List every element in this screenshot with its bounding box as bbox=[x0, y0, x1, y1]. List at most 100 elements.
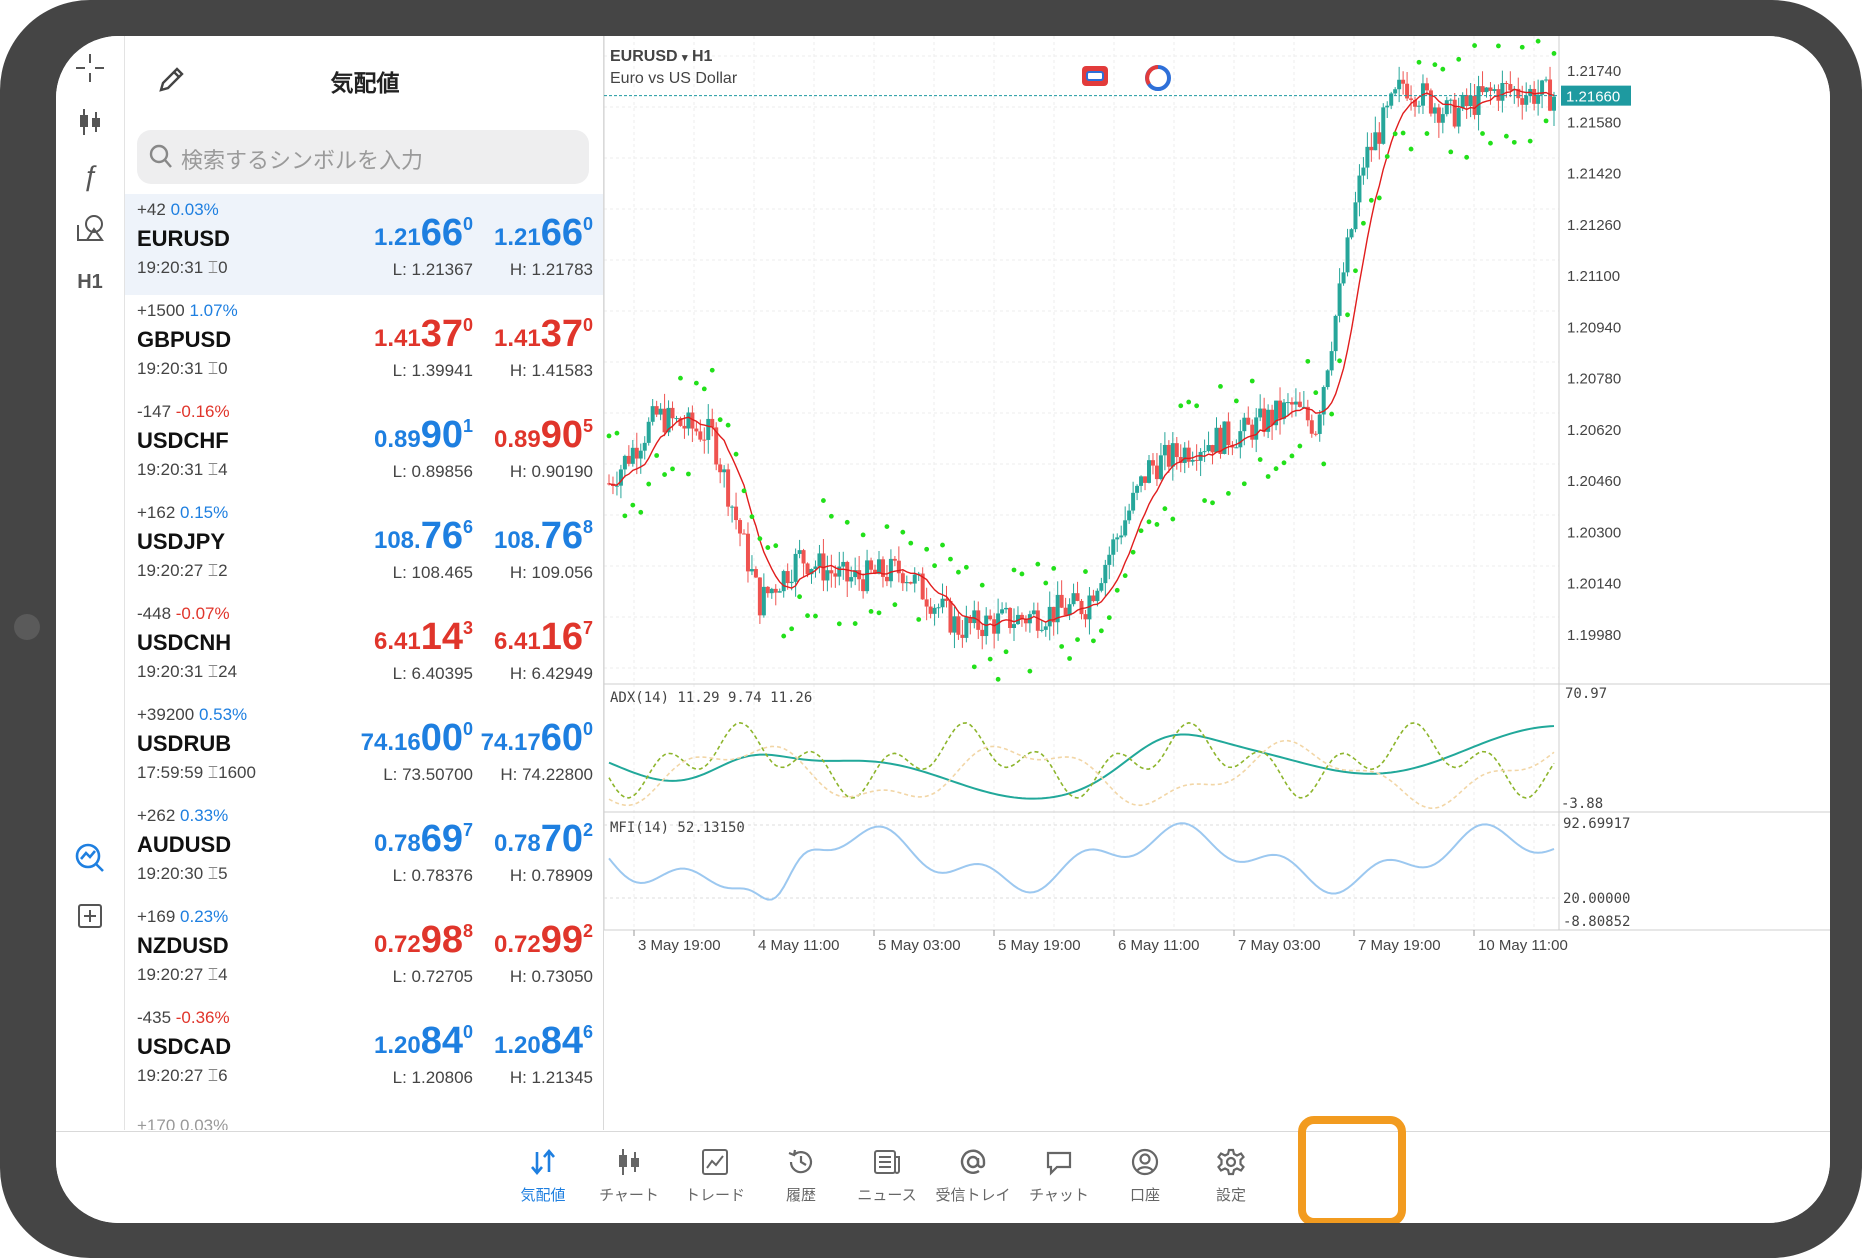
quote-ask[interactable]: 6.41167 bbox=[493, 616, 593, 658]
candle-body bbox=[1051, 606, 1056, 623]
quote-high: H: 1.41583 bbox=[509, 361, 593, 380]
quote-ask[interactable]: 0.78702 bbox=[493, 818, 593, 860]
quote-ask[interactable]: 74.17600 bbox=[480, 717, 593, 759]
one-click-trading-icon[interactable] bbox=[1082, 66, 1108, 86]
sar-dot bbox=[749, 514, 755, 520]
tab-chart[interactable]: チャート bbox=[586, 1140, 672, 1216]
time-axis-label: 7 May 03:00 bbox=[1238, 937, 1321, 954]
candle-body bbox=[714, 427, 719, 465]
quote-ask[interactable]: 1.21660 bbox=[493, 212, 593, 254]
quote-row[interactable]: +42 0.03% EURUSD 19:20:31 ⌶0 1.21660 1.21660… bbox=[125, 194, 603, 295]
quote-ask[interactable]: 1.20846 bbox=[493, 1020, 593, 1062]
edit-icon[interactable] bbox=[153, 62, 189, 98]
quote-row[interactable]: +1500 1.07% GBPUSD 19:20:31 ⌶0 1.41370 1.413… bbox=[125, 295, 603, 396]
quote-bid[interactable]: 0.89901 bbox=[373, 414, 473, 456]
search-placeholder: 検索するシンボルを入力 bbox=[181, 149, 424, 174]
candle-body bbox=[1417, 105, 1421, 107]
candle-body bbox=[698, 431, 703, 440]
quote-time: 19:20:31 ⌶4 bbox=[137, 460, 228, 479]
sar-dot bbox=[868, 608, 874, 614]
quote-bid[interactable]: 0.72988 bbox=[373, 919, 473, 961]
quote-bid[interactable]: 1.21660 bbox=[373, 212, 473, 254]
candle-body bbox=[1111, 539, 1116, 555]
sar-dot bbox=[860, 532, 866, 538]
candle-body bbox=[1035, 610, 1040, 631]
tab-news[interactable]: ニュース bbox=[844, 1140, 930, 1216]
quote-row[interactable]: +169 0.23% NZDUSD 19:20:27 ⌶4 0.72988 0.7299… bbox=[125, 901, 603, 1002]
candle-body bbox=[1464, 94, 1469, 107]
quote-bid[interactable]: 108.766 bbox=[373, 515, 473, 557]
candle-body bbox=[646, 421, 651, 443]
chart-description: Euro vs US Dollar bbox=[610, 70, 738, 87]
quote-row[interactable]: -147 -0.16% USDCHF 19:20:31 ⌶4 0.89901 0.899… bbox=[125, 396, 603, 497]
quote-ask[interactable]: 1.41370 bbox=[493, 313, 593, 355]
candle-body bbox=[1329, 351, 1334, 371]
objects-icon[interactable] bbox=[66, 206, 114, 250]
quote-high: H: 0.90190 bbox=[509, 462, 593, 481]
candle-body bbox=[1409, 98, 1414, 100]
sar-dot bbox=[741, 488, 747, 494]
candle-body bbox=[888, 558, 893, 582]
tab-account[interactable]: 口座 bbox=[1102, 1140, 1188, 1216]
timeframe-button[interactable]: H1 bbox=[77, 270, 103, 293]
quote-row[interactable]: +262 0.33% AUDUSD 19:20:30 ⌶5 0.78697 0.7870… bbox=[125, 800, 603, 901]
quote-ask[interactable]: 108.768 bbox=[493, 515, 593, 557]
tab-history[interactable]: 履歴 bbox=[758, 1140, 844, 1216]
quote-symbol: NZDUSD bbox=[137, 933, 229, 958]
quote-ask[interactable]: 0.72992 bbox=[493, 919, 593, 961]
quote-row[interactable]: +39200 0.53% USDRUB 17:59:59 ⌶1600 74.16000… bbox=[125, 699, 603, 800]
quote-row[interactable]: -435 -0.36% USDCAD 19:20:27 ⌶6 1.20840 1.208… bbox=[125, 1002, 603, 1103]
candle-body bbox=[1170, 443, 1175, 467]
sar-dot bbox=[1392, 131, 1398, 137]
candle-body bbox=[1250, 424, 1255, 440]
tab-label: 履歴 bbox=[785, 1186, 816, 1204]
candle-body bbox=[1019, 614, 1024, 620]
candle-body bbox=[884, 576, 889, 582]
quote-bid[interactable]: 0.78697 bbox=[373, 818, 473, 860]
chart-area[interactable]: 1.21660 1.21740 1.21580 1.21420 1.21260 1.211… bbox=[604, 36, 1830, 1130]
quotes-title: 気配値 bbox=[330, 71, 400, 97]
function-icon[interactable]: ƒ bbox=[82, 160, 98, 191]
quote-symbol: USDJPY bbox=[137, 529, 226, 554]
candle-body bbox=[1440, 114, 1445, 123]
sar-dot bbox=[1241, 481, 1247, 487]
sar-dot bbox=[916, 617, 922, 622]
candle-body bbox=[892, 558, 897, 561]
candles-icon[interactable] bbox=[66, 100, 114, 144]
tab-quotes[interactable]: 気配値 bbox=[500, 1140, 586, 1216]
quote-bid[interactable]: 6.41143 bbox=[373, 616, 473, 658]
candle-body bbox=[948, 600, 953, 633]
add-icon[interactable] bbox=[66, 894, 114, 938]
quote-ask[interactable]: 0.89905 bbox=[493, 414, 593, 456]
tab-settings[interactable]: 設定 bbox=[1188, 1140, 1274, 1216]
quote-row[interactable]: +162 0.15% USDJPY 19:20:27 ⌶2 108.766 108.76… bbox=[125, 497, 603, 598]
time-axis-label: 7 May 19:00 bbox=[1358, 937, 1441, 954]
sar-dot bbox=[1273, 466, 1279, 472]
quote-low: L: 73.50700 bbox=[383, 765, 473, 784]
tab-chat[interactable]: チャット bbox=[1016, 1140, 1102, 1216]
time-axis-label: 5 May 03:00 bbox=[878, 937, 961, 954]
sar-dot bbox=[940, 542, 945, 548]
quote-bid[interactable]: 1.20840 bbox=[373, 1020, 473, 1062]
crosshair-icon[interactable] bbox=[66, 46, 114, 90]
sar-dot bbox=[1122, 573, 1128, 579]
quote-low: L: 1.21367 bbox=[392, 260, 473, 279]
tab-trade[interactable]: トレード bbox=[672, 1140, 758, 1216]
tab-mail[interactable]: 受信トレイ bbox=[930, 1140, 1016, 1216]
candle-body bbox=[1091, 595, 1096, 602]
symbol-search-field[interactable]: 検索するシンボルを入力 bbox=[137, 130, 589, 184]
candle-body bbox=[769, 588, 774, 594]
quote-time: 19:20:30 ⌶5 bbox=[137, 864, 228, 883]
candle-body bbox=[718, 464, 723, 473]
quote-bid[interactable]: 74.16000 bbox=[360, 717, 473, 759]
trend-icon[interactable] bbox=[66, 836, 114, 880]
candle-body bbox=[1289, 402, 1294, 405]
tab-label: 設定 bbox=[1215, 1186, 1246, 1204]
price-axis-label: 1.19980 bbox=[1567, 627, 1621, 644]
quote-change: -448 -0.07% bbox=[137, 604, 230, 623]
candle-body bbox=[1162, 444, 1167, 456]
quote-bid[interactable]: 1.41370 bbox=[373, 313, 473, 355]
candle-body bbox=[1428, 90, 1433, 114]
chart-canvas[interactable]: 1.21660 1.21740 1.21580 1.21420 1.21260 1.211… bbox=[604, 36, 1830, 1130]
quote-row[interactable]: -448 -0.07% USDCNH 19:20:31 ⌶24 6.41143 6.41… bbox=[125, 598, 603, 699]
